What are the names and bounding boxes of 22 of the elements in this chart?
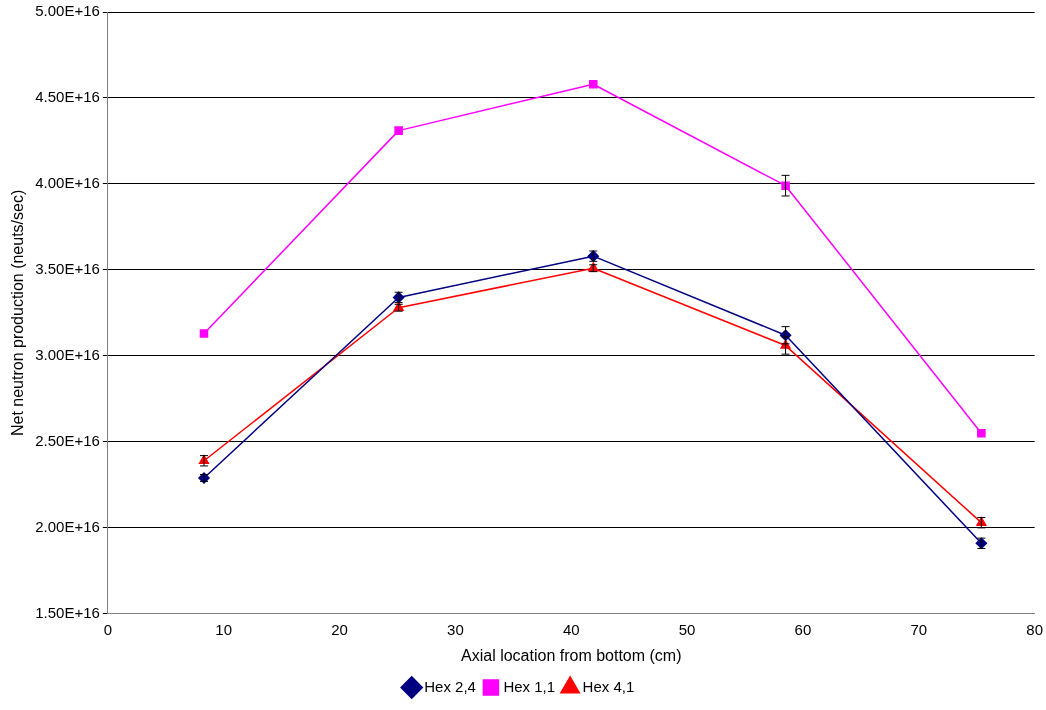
x-tick-label: 80: [1026, 620, 1043, 638]
x-tick-label: 10: [215, 620, 233, 638]
y-tick-label: 3.00E+16: [35, 346, 100, 364]
y-tick-label: 3.50E+16: [35, 260, 100, 278]
x-tick-label: 30: [447, 620, 464, 638]
x-tick-label: 70: [910, 620, 928, 638]
x-tick-label: 20: [331, 620, 348, 638]
y-tick-label: 5.00E+16: [35, 2, 100, 20]
x-axis-title: Axial location from bottom (cm): [460, 646, 682, 664]
x-tick-label: 0: [103, 620, 113, 638]
legend-label: Hex 4,1: [582, 677, 635, 695]
legend-label: Hex 1,1: [503, 677, 556, 695]
y-tick-label: 4.00E+16: [35, 174, 100, 192]
y-tick-label: 4.50E+16: [35, 88, 100, 106]
y-tick-label: 1.50E+16: [35, 603, 100, 621]
x-tick-label: 60: [794, 620, 812, 638]
x-tick-label: 40: [562, 620, 580, 638]
y-tick-label: 2.50E+16: [35, 432, 100, 449]
x-tick-label: 50: [678, 620, 696, 638]
y-axis-title: Net neutron production (neuts/sec): [9, 189, 27, 437]
legend-label: Hex 2,4: [424, 677, 476, 695]
y-tick-label: 2.00E+16: [35, 517, 100, 535]
